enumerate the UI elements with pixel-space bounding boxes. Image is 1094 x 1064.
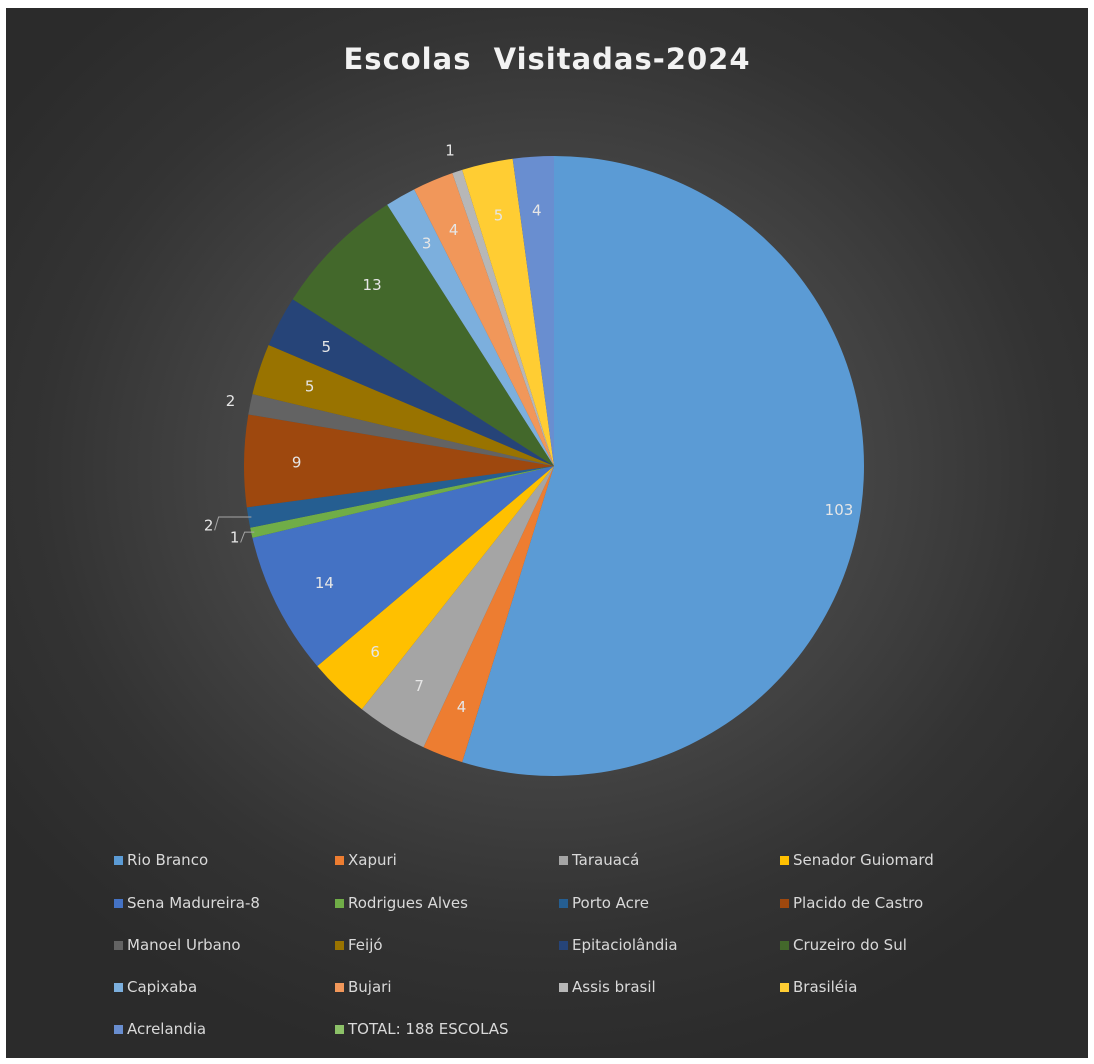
legend-swatch	[335, 982, 344, 992]
legend-swatch	[335, 855, 344, 865]
legend-item-porto-acre: Porto Acre	[559, 892, 649, 914]
legend-item-feijo: Feijó	[335, 934, 383, 956]
leader-line-rodrigues-alves	[240, 531, 255, 543]
data-label-cruzeiro-do-sul: 13	[363, 276, 382, 294]
legend-item-assis-brasil: Assis brasil	[559, 976, 656, 998]
legend-label: Assis brasil	[572, 978, 656, 996]
legend-item-placido-de-castro: Placido de Castro	[780, 892, 923, 914]
legend-swatch	[780, 940, 789, 950]
pie-slice-xapuri	[423, 466, 554, 763]
legend-item-cruzeiro-do-sul: Cruzeiro do Sul	[780, 934, 907, 956]
legend-label: Brasiléia	[793, 978, 858, 996]
legend-swatch	[780, 982, 789, 992]
legend-item-total-188-escolas: TOTAL: 188 ESCOLAS	[335, 1018, 509, 1040]
legend-swatch	[780, 855, 789, 865]
legend-swatch	[780, 898, 789, 908]
legend-label: Manoel Urbano	[127, 936, 241, 954]
legend-label: Rodrigues Alves	[348, 894, 468, 912]
pie-slice-acrelandia	[512, 156, 554, 466]
leader-line-porto-acre	[214, 516, 252, 531]
legend-swatch	[114, 898, 123, 908]
data-label-feijo: 5	[305, 378, 315, 396]
pie-slice-placido-de-castro	[244, 414, 554, 508]
legend-swatch	[559, 898, 568, 908]
legend-label: Epitaciolândia	[572, 936, 678, 954]
pie-slice-senador-guiomard	[317, 466, 554, 710]
pie-slice-cruzeiro-do-sul	[292, 204, 554, 466]
legend-label: Senador Guiomard	[793, 851, 934, 869]
legend-swatch	[114, 1024, 123, 1034]
data-label-epitaciolandia: 5	[322, 338, 332, 356]
legend-swatch	[559, 855, 568, 865]
legend-label: Porto Acre	[572, 894, 649, 912]
legend-item-brasileia: Brasiléia	[780, 976, 857, 998]
legend-label: Bujari	[348, 978, 392, 996]
legend-label: Tarauacá	[572, 851, 640, 869]
legend-item-sena-madureira-8: Sena Madureira-8	[114, 892, 260, 914]
pie-slice-assis-brasil	[452, 169, 554, 467]
data-label-xapuri: 4	[457, 698, 467, 716]
legend-item-manoel-urbano: Manoel Urbano	[114, 934, 241, 956]
legend-label: Xapuri	[348, 851, 397, 869]
pie-slice-manoel-urbano	[248, 394, 554, 466]
chart-legend: Rio Branco Xapuri Tarauacá Senador Guiomard…	[6, 8, 1088, 1058]
data-label-tarauaca: 7	[414, 677, 424, 695]
pie-slice-porto-acre	[246, 466, 554, 528]
legend-item-senador-guiomard: Senador Guiomard	[780, 849, 934, 871]
chart-area: Escolas Visitadas-2024 103 4 7 6 14 1 2 9 2 5 5 13 3…	[6, 8, 1088, 1058]
legend-swatch	[335, 1024, 344, 1034]
legend-swatch	[335, 898, 344, 908]
data-label-placido-de-castro: 9	[292, 454, 302, 472]
legend-label: Cruzeiro do Sul	[793, 936, 907, 954]
legend-item-capixaba: Capixaba	[114, 976, 197, 998]
pie-slice-rodrigues-alves	[250, 466, 554, 538]
legend-label: Sena Madureira-8	[127, 894, 260, 912]
legend-item-bujari: Bujari	[335, 976, 392, 998]
pie-slice-tarauaca	[361, 466, 554, 748]
legend-swatch	[335, 940, 344, 950]
legend-swatch	[114, 982, 123, 992]
data-label-rio-branco: 103	[825, 501, 854, 519]
data-label-manoel-urbano: 2	[226, 392, 236, 410]
pie-slice-rio-branco	[462, 156, 865, 776]
data-label-porto-acre: 2	[204, 516, 214, 534]
legend-item-rodrigues-alves: Rodrigues Alves	[335, 892, 468, 914]
legend-label: Placido de Castro	[793, 894, 924, 912]
data-label-senador-guiomard: 6	[370, 643, 380, 661]
data-label-bujari: 4	[449, 221, 459, 239]
legend-label: Feijó	[348, 936, 383, 954]
data-label-acrelandia: 4	[532, 201, 542, 219]
data-label-brasileia: 5	[494, 207, 504, 225]
pie-slice-feijo	[252, 344, 554, 466]
legend-label: Capixaba	[127, 978, 198, 996]
legend-item-tarauaca: Tarauacá	[559, 849, 639, 871]
pie-slice-epitaciolandia	[268, 299, 554, 466]
pie-slice-capixaba	[387, 189, 554, 466]
legend-swatch	[559, 982, 568, 992]
pie-slice-sena-madureira-8	[252, 466, 554, 667]
data-label-capixaba: 3	[422, 235, 432, 253]
legend-item-xapuri: Xapuri	[335, 849, 397, 871]
legend-label: Rio Branco	[127, 851, 209, 869]
legend-swatch	[114, 855, 123, 865]
legend-item-rio-branco: Rio Branco	[114, 849, 208, 871]
chart-title: Escolas Visitadas-2024	[343, 42, 751, 76]
legend-swatch	[114, 940, 123, 950]
data-label-assis-brasil: 1	[445, 141, 455, 159]
legend-label: Acrelandia	[127, 1020, 207, 1038]
legend-item-epitaciolandia: Epitaciolândia	[559, 934, 678, 956]
pie-slice-bujari	[414, 173, 554, 466]
legend-item-acrelandia: Acrelandia	[114, 1018, 206, 1040]
data-label-rodrigues-alves: 1	[230, 529, 240, 547]
pie-slice-brasileia	[462, 158, 554, 466]
legend-swatch	[559, 940, 568, 950]
data-label-sena-madureira-8: 14	[315, 574, 334, 592]
legend-label: TOTAL: 188 ESCOLAS	[348, 1020, 509, 1038]
